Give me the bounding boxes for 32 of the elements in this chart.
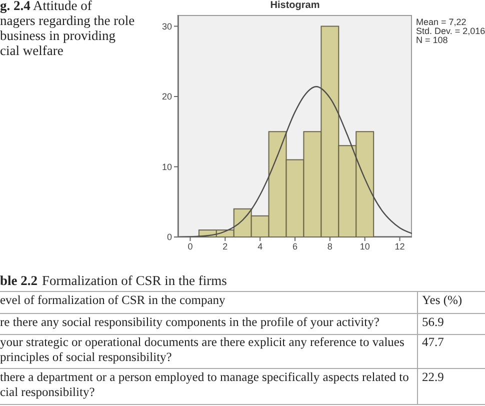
text: your strategic or operational documents are there explicit any reference to values [0,335,404,350]
x-tick-label: 12 [394,241,405,252]
text: Attitude of [33,0,92,14]
chart-title: Histogram [269,0,321,11]
x-tick-label: 8 [327,241,332,252]
text: cial welfare [0,43,64,59]
x-tick-label: 4 [258,241,263,252]
text: Mean = 7,22 [416,17,466,28]
text: N = 108 [416,35,448,46]
x-tick-label: 0 [188,241,193,252]
text: principles of social responsibility? [0,350,172,365]
text: 47.7 [422,335,444,350]
text: 56.9 [422,315,444,330]
y-tick-label: 30 [162,21,172,32]
text: Formalization of CSR in the firms [42,273,227,289]
text: Yes (%) [422,293,462,308]
text: ble 2.2 [0,273,38,289]
text: 22.9 [422,370,444,385]
text: business in providing [0,28,116,44]
y-tick-label: 20 [162,92,172,102]
text: there a department or a person employed to manage specifically aspects related to [0,370,409,385]
text: g. 2.4 [0,0,30,14]
text: nagers regarding the role [0,13,135,29]
x-tick-label: 10 [360,241,370,252]
text: evel of formalization of CSR in the company [0,293,226,308]
y-tick-label: 0 [166,232,172,242]
x-tick-label: 6 [292,241,298,252]
x-tick-label: 2 [222,241,228,252]
text: re there any social responsibility components in the profile of your activity? [0,315,380,330]
text: cial responsibility? [0,385,95,400]
y-tick-label: 10 [162,162,172,172]
text: Std. Dev. = 2,016 [416,26,485,36]
